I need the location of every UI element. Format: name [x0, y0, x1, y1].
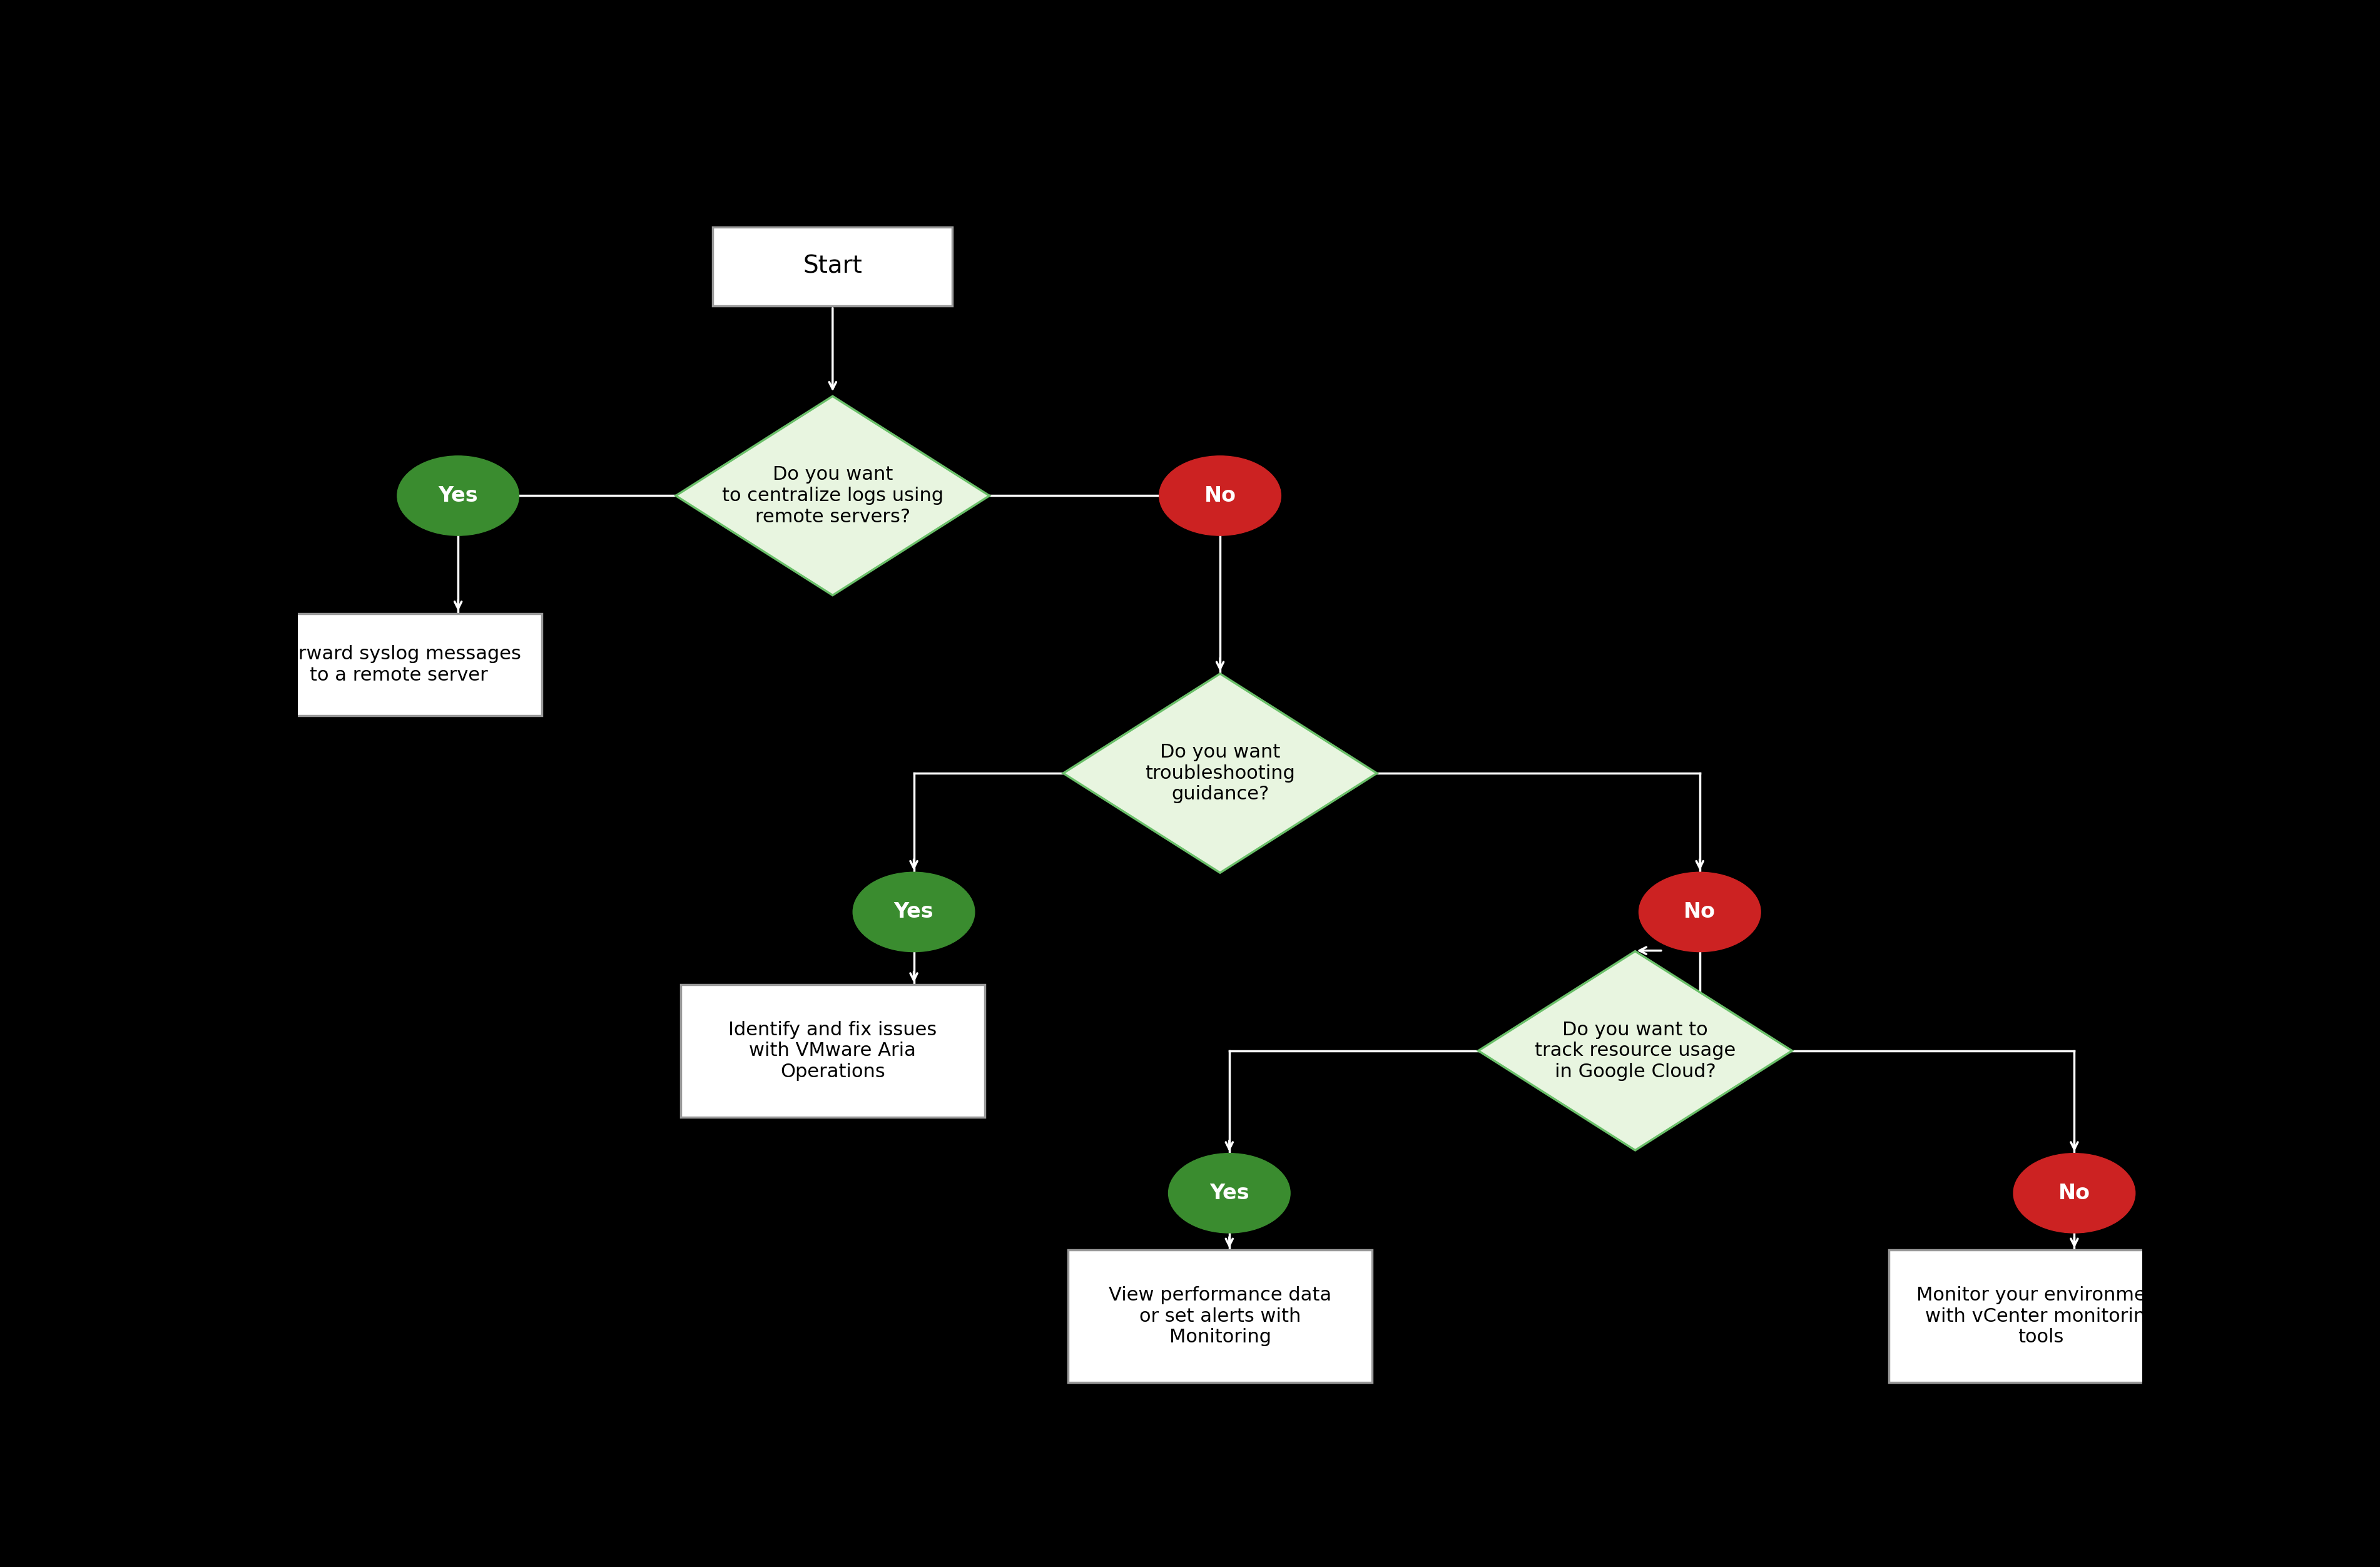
Circle shape: [1637, 873, 1761, 951]
Text: Forward syslog messages
to a remote server: Forward syslog messages to a remote serv…: [276, 646, 521, 685]
Circle shape: [397, 456, 519, 536]
Circle shape: [2013, 1153, 2135, 1233]
FancyBboxPatch shape: [681, 984, 985, 1117]
Text: Do you want to
track resource usage
in Google Cloud?: Do you want to track resource usage in G…: [1535, 1020, 1735, 1081]
Polygon shape: [1064, 674, 1376, 873]
Text: Yes: Yes: [1209, 1183, 1250, 1203]
Circle shape: [1169, 1153, 1290, 1233]
Text: Yes: Yes: [892, 901, 933, 923]
Polygon shape: [1478, 951, 1792, 1150]
Text: Monitor your environment
with vCenter monitoring
tools: Monitor your environment with vCenter mo…: [1916, 1287, 2166, 1346]
Text: Do you want
to centralize logs using
remote servers?: Do you want to centralize logs using rem…: [721, 465, 942, 527]
Circle shape: [1159, 456, 1280, 536]
Text: View performance data
or set alerts with
Monitoring: View performance data or set alerts with…: [1109, 1287, 1330, 1346]
Text: Start: Start: [802, 254, 862, 279]
Text: No: No: [1204, 486, 1235, 506]
Text: Do you want
troubleshooting
guidance?: Do you want troubleshooting guidance?: [1145, 743, 1295, 804]
FancyBboxPatch shape: [1887, 1250, 2192, 1382]
Polygon shape: [676, 396, 990, 595]
FancyBboxPatch shape: [712, 227, 952, 306]
Circle shape: [852, 873, 973, 951]
Text: No: No: [1683, 901, 1716, 923]
FancyBboxPatch shape: [257, 613, 543, 716]
Text: Yes: Yes: [438, 486, 478, 506]
FancyBboxPatch shape: [1069, 1250, 1371, 1382]
Text: No: No: [2059, 1183, 2090, 1203]
Text: Identify and fix issues
with VMware Aria
Operations: Identify and fix issues with VMware Aria…: [728, 1020, 938, 1081]
